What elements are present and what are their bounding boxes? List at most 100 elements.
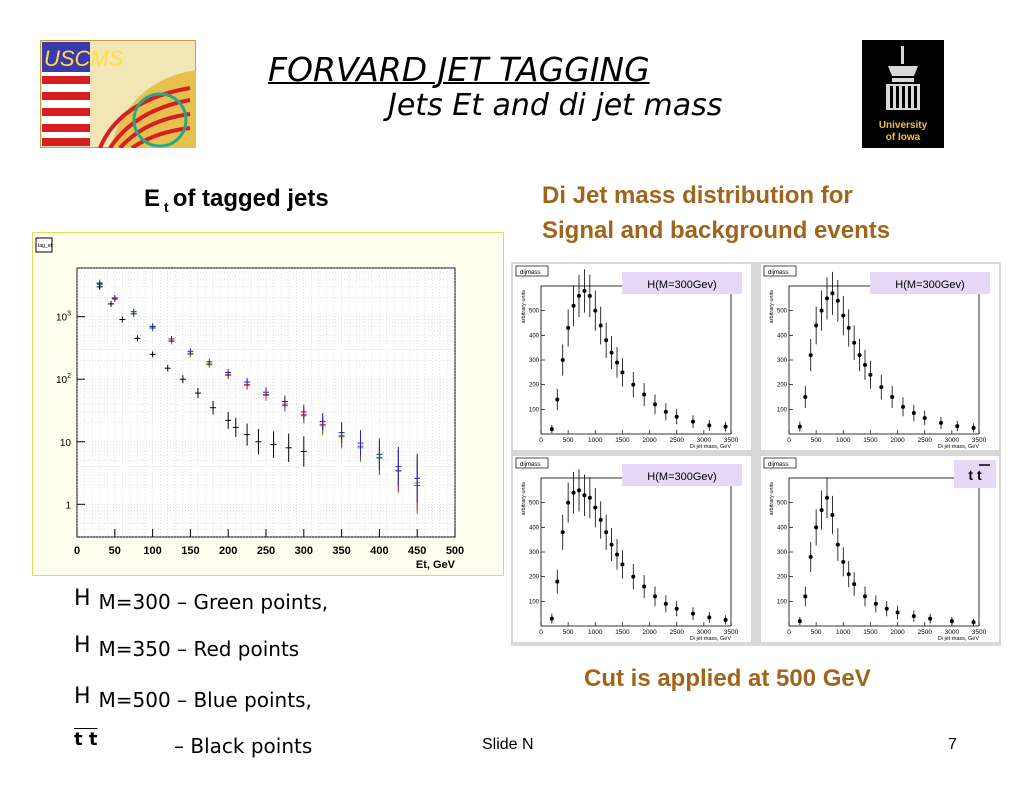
dijet-point (835, 298, 840, 303)
dijet-y-tick-label: 200 (777, 383, 788, 389)
dijet-x-tick-label: 1500 (863, 629, 878, 636)
dijet-plot-area (540, 477, 732, 627)
et-x-tick-label: 0 (74, 545, 80, 557)
dijet-y-tick-label: 300 (529, 550, 540, 556)
dijet-y-tick-label: 200 (529, 575, 540, 581)
dijet-stat-box-text: dijmass (768, 462, 788, 468)
dijet-label-text: H(M=300Gev) (647, 471, 716, 483)
dijet-y-tick-label: 500 (529, 309, 540, 315)
dijet-y-tick-label: 300 (777, 550, 788, 556)
dijet-x-tick-label: 0 (787, 629, 791, 636)
svg-text:of Iowa: of Iowa (886, 132, 921, 143)
dijet-point (555, 579, 560, 584)
dijet-point (663, 601, 668, 606)
et-x-tick-label: 350 (332, 545, 350, 557)
dijet-point (674, 414, 679, 419)
dijet-y-tick-label: 100 (529, 599, 540, 605)
dijet-point (620, 370, 625, 375)
dijet-point (674, 606, 679, 611)
dijet-heading-line2: Signal and background events (542, 217, 891, 244)
dijet-point (620, 562, 625, 567)
dijet-y-axis-label: arbitrary units (521, 482, 527, 516)
dijet-point (587, 495, 592, 500)
dijet-point (803, 395, 808, 399)
dijet-point (863, 362, 867, 367)
dijet-label-box (622, 272, 742, 294)
dijet-point (852, 582, 857, 587)
page-number: 7 (948, 736, 957, 753)
dijet-x-tick-label: 1500 (863, 437, 878, 444)
dijet-point (873, 601, 878, 606)
dijet-x-tick-label: 2000 (890, 437, 905, 444)
dijet-y-tick-label: 500 (777, 309, 788, 315)
dijet-point (642, 584, 647, 589)
legend-text: M=350 – Red points (98, 637, 300, 661)
dijet-point (971, 425, 976, 430)
dijet-point (852, 340, 857, 345)
dijet-x-tick-label: 500 (563, 629, 574, 636)
dijet-point (797, 619, 802, 624)
dijet-point (939, 420, 943, 425)
dijet-point (615, 552, 619, 557)
dijet-x-tick-label: 1500 (615, 629, 630, 636)
dijet-stat-box (515, 265, 549, 277)
dijet-point (808, 353, 813, 358)
legend-item-green: H M=300 – Green points, (74, 586, 328, 615)
dijet-point (653, 402, 657, 407)
et-y-tick-label: 103 (56, 311, 71, 324)
dijet-point (841, 313, 846, 318)
dijet-point (911, 614, 916, 619)
dijet-point (707, 615, 712, 620)
dijet-point (949, 619, 954, 624)
et-y-tick-label: 10 (60, 438, 72, 449)
dijet-x-tick-label: 2500 (917, 629, 932, 636)
dijet-point (577, 488, 581, 493)
dijet-stat-box (515, 457, 549, 469)
dijet-x-tick-label: 500 (563, 437, 574, 444)
dijet-y-tick-label: 300 (777, 358, 788, 364)
dijet-x-tick-label: 1000 (836, 437, 851, 444)
dijet-heading-line1: Di Jet mass distribution for (542, 182, 853, 209)
dijet-y-axis-label: arbitrary units (769, 482, 775, 516)
dijet-point (566, 500, 571, 505)
dijet-point (863, 594, 867, 599)
dijet-y-tick-label: 400 (777, 525, 788, 531)
et-stat-box (35, 237, 53, 253)
dijet-label-text: H(M=300Gev) (895, 279, 964, 291)
svg-text:University: University (879, 120, 928, 131)
dijet-point (890, 395, 895, 399)
dijet-point (663, 409, 668, 414)
dijet-label-box (622, 464, 742, 486)
dijet-point (846, 325, 851, 330)
dijet-x-tick-label: 3000 (697, 629, 712, 636)
uscms-logo: USCMS (40, 40, 196, 148)
dijet-stat-box (763, 265, 797, 277)
dijet-point (911, 411, 916, 416)
dijet-point (830, 291, 835, 296)
dijet-point (884, 606, 889, 611)
dijet-point (571, 490, 576, 495)
dijet-x-tick-label: 3000 (945, 629, 960, 636)
dijet-point (830, 513, 835, 517)
dijet-heading: Di Jet mass distribution for Signal and … (542, 178, 982, 248)
dijet-x-tick-label: 0 (539, 629, 543, 636)
dijet-plot-area (788, 477, 980, 627)
dijet-point (566, 325, 571, 330)
et-x-tick-label: 300 (295, 545, 313, 557)
dijet-plot-area (540, 285, 732, 435)
dijet-label-box (870, 272, 990, 294)
dijet-x-tick-label: 1000 (836, 629, 851, 636)
dijet-y-tick-label: 400 (529, 333, 540, 339)
dijet-x-tick-label: 2500 (669, 437, 684, 444)
dijet-y-tick-label: 100 (529, 407, 540, 413)
dijet-point (571, 303, 576, 308)
dijet-point (825, 495, 829, 500)
dijet-y-tick-label: 300 (529, 358, 540, 364)
dijet-x-tick-label: 1000 (588, 629, 603, 636)
et-x-tick-label: 400 (370, 545, 388, 557)
dijet-x-tick-label: 500 (811, 437, 822, 444)
dijet-y-tick-label: 200 (777, 575, 788, 581)
dijet-point (593, 308, 598, 313)
dijet-x-tick-label: 3500 (972, 437, 987, 444)
dijet-x-tick-label: 0 (539, 437, 543, 444)
